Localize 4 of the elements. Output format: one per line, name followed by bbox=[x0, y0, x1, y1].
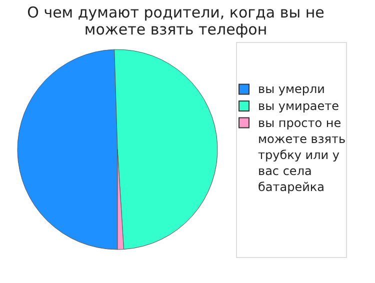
legend-label: вы просто не можете взять трубку или у вас села батарейка bbox=[258, 116, 346, 194]
chart-title: О чем думают родители, когда вы не можете взять телефон bbox=[27, 4, 324, 38]
legend-label: вы умираете bbox=[258, 98, 340, 113]
legend-label: вы умерли bbox=[258, 82, 325, 96]
